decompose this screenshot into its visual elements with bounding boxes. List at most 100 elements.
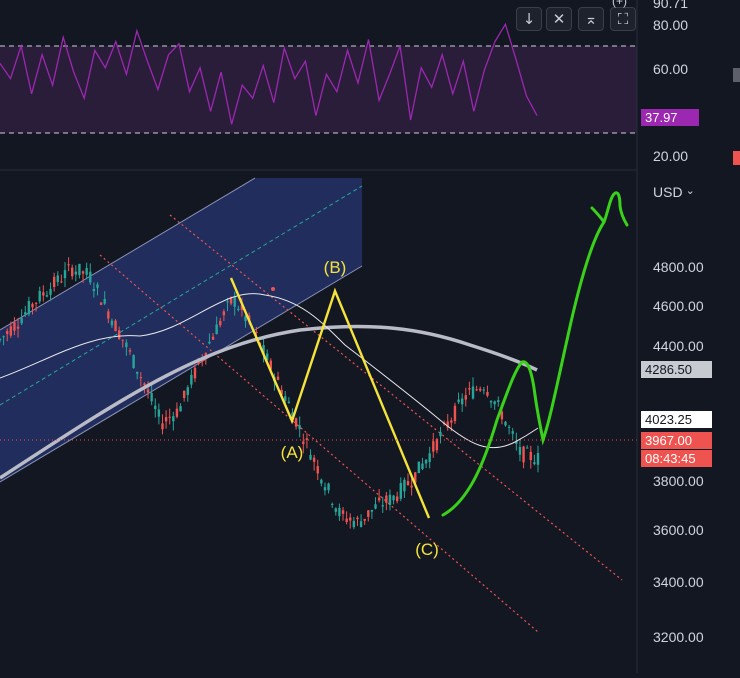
- candle-body: [222, 311, 226, 316]
- candle-body: [298, 425, 301, 430]
- candle-body: [125, 342, 128, 348]
- close-pane-button[interactable]: ✕: [546, 7, 572, 31]
- candle-body: [20, 318, 23, 324]
- candle-body: [71, 267, 74, 277]
- candle-body: [395, 496, 399, 502]
- collapse-pane-button[interactable]: ⌅: [578, 7, 604, 31]
- candle-body: [179, 406, 182, 412]
- currency-label: USD: [653, 184, 683, 200]
- candle-body: [500, 411, 504, 420]
- channel-upper-line: [0, 177, 256, 331]
- candle-body: [468, 388, 471, 390]
- candle-body: [92, 288, 96, 292]
- candle-body: [182, 390, 186, 398]
- candle-body: [352, 520, 356, 528]
- candle-body: [81, 271, 85, 274]
- candle-body: [305, 438, 309, 440]
- arrow-down-icon: ↓: [522, 10, 536, 28]
- rsi-tick-label: 90.71: [653, 0, 688, 11]
- price-panel: [0, 177, 637, 633]
- price-tick-label: 3800.00: [653, 473, 704, 489]
- candle-body: [460, 398, 464, 405]
- candle-body: [349, 517, 352, 521]
- ma-value-badge: 4286.50: [641, 361, 712, 378]
- candle-body: [522, 446, 525, 463]
- move-down-button[interactable]: ↓: [516, 7, 542, 31]
- candle-body: [52, 276, 56, 288]
- candle-body: [453, 405, 457, 422]
- candle-body: [529, 451, 532, 461]
- candle-body: [504, 421, 507, 426]
- candle-body: [110, 320, 114, 326]
- candle-body: [154, 405, 157, 410]
- candle-body: [363, 518, 366, 521]
- candle-body: [327, 483, 330, 491]
- candle-body: [367, 510, 370, 517]
- candle-body: [370, 509, 374, 512]
- candle-body: [421, 463, 424, 470]
- candle-body: [63, 270, 67, 279]
- candle-body: [406, 481, 410, 486]
- candle-body: [9, 326, 13, 336]
- candle-body: [489, 400, 493, 403]
- candles-group: [0, 257, 540, 530]
- candle-body: [13, 322, 16, 331]
- price-tick-label: 3600.00: [653, 522, 704, 538]
- candle-body: [244, 316, 247, 322]
- projection-line: [441, 191, 629, 517]
- candle-body: [172, 416, 175, 422]
- candle-body: [157, 409, 161, 417]
- candle-body: [103, 298, 106, 304]
- price-tick-label: 3400.00: [653, 574, 704, 590]
- rsi-line: [0, 22, 538, 125]
- candle-body: [190, 374, 193, 385]
- price-tick-label: 3200.00: [653, 629, 704, 645]
- price-tick-label: 4600.00: [653, 298, 704, 314]
- candle-body: [56, 275, 59, 282]
- last-price-badge: 3967.00: [641, 432, 712, 449]
- rsi-value-badge: 37.97: [641, 109, 699, 126]
- candle-body: [507, 426, 511, 428]
- downtrend-lower-line: [99, 254, 539, 633]
- maximize-icon: ⛶: [617, 10, 629, 28]
- candle-body: [2, 336, 5, 338]
- candle-body: [193, 367, 197, 379]
- price-tick-label: 4400.00: [653, 338, 704, 354]
- downtrend-upper-line: [169, 214, 623, 581]
- candle-body: [49, 288, 52, 295]
- candle-body: [38, 290, 41, 302]
- candle-body: [428, 453, 431, 462]
- candle-body: [320, 479, 323, 484]
- candle-body: [226, 301, 229, 303]
- candle-body: [302, 441, 305, 445]
- axis-marker-gray: [733, 68, 740, 82]
- candle-body: [432, 441, 435, 452]
- wave-b-label: (B): [324, 258, 347, 277]
- candle-body: [269, 360, 273, 370]
- candle-body: [204, 352, 208, 358]
- candle-body: [31, 303, 34, 308]
- candle-body: [121, 339, 124, 341]
- add-pane-button[interactable]: (+): [612, 0, 627, 8]
- candle-body: [515, 441, 518, 444]
- collapse-icon: ⌅: [584, 10, 598, 28]
- currency-selector[interactable]: USD ⌄: [653, 184, 695, 200]
- candle-body: [67, 264, 70, 266]
- candle-body: [24, 312, 27, 315]
- candle-body: [150, 393, 153, 402]
- candle-body: [410, 485, 413, 488]
- candle-body: [255, 331, 258, 334]
- candle-body: [78, 263, 81, 276]
- axis-marker-red: [733, 151, 740, 165]
- rsi-tick-label: 60.00: [653, 61, 688, 77]
- candle-body: [471, 386, 475, 399]
- candle-body: [132, 355, 135, 369]
- candle-body: [117, 330, 121, 339]
- maximize-pane-button[interactable]: ⛶: [610, 7, 636, 31]
- candle-body: [186, 387, 189, 395]
- candle-body: [168, 416, 171, 418]
- candle-body: [525, 447, 529, 449]
- candle-body: [518, 446, 522, 455]
- candle-body: [211, 336, 215, 340]
